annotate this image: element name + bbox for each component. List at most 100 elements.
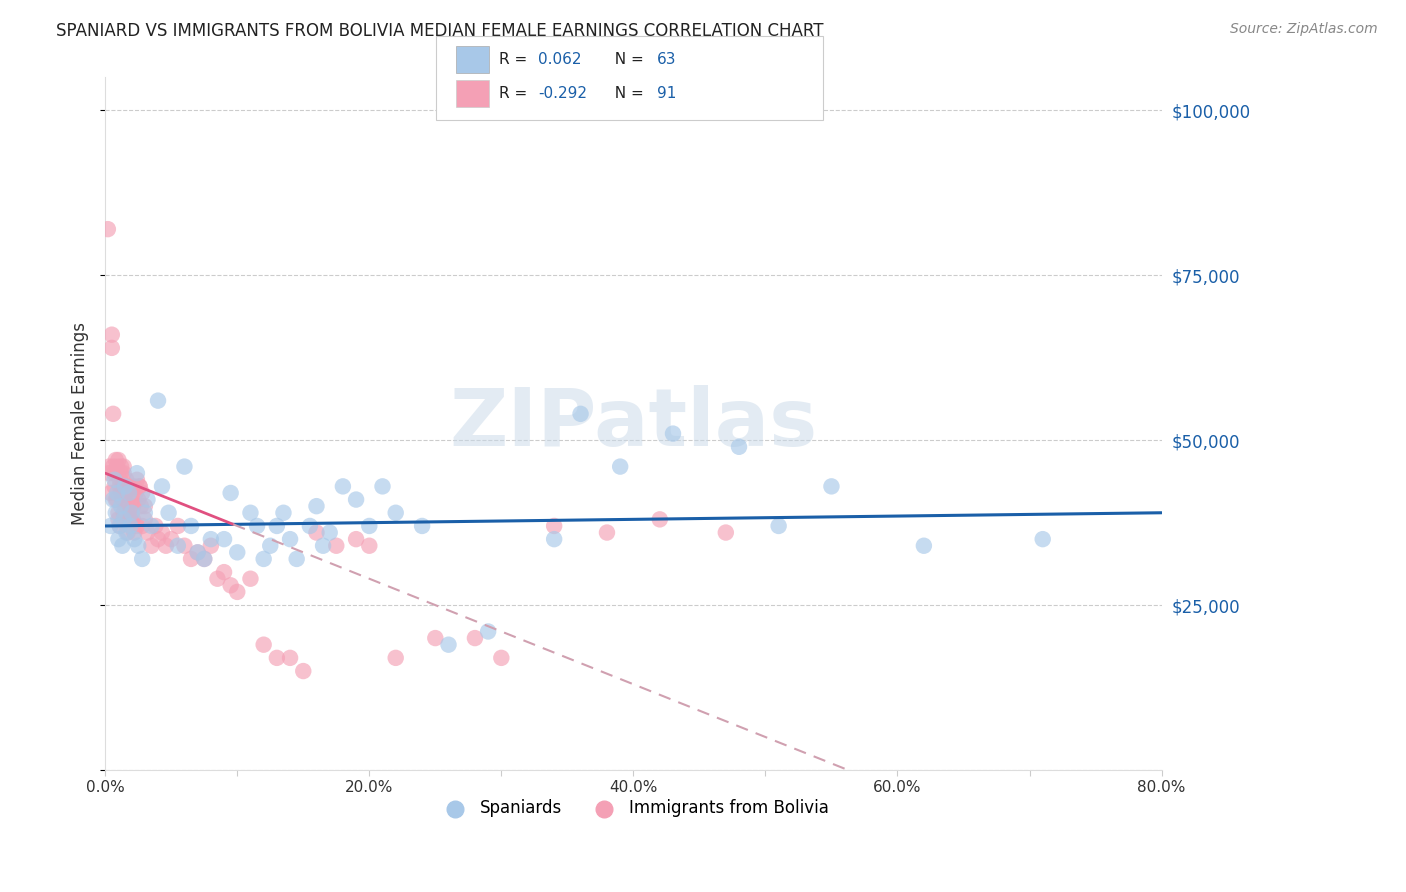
Point xyxy=(104,506,127,520)
Legend: Spaniards, Immigrants from Bolivia: Spaniards, Immigrants from Bolivia xyxy=(432,793,835,824)
Text: ZIPatlas: ZIPatlas xyxy=(450,384,817,463)
Point xyxy=(103,473,125,487)
Point xyxy=(128,479,150,493)
Point xyxy=(912,539,935,553)
Point xyxy=(110,486,132,500)
Point xyxy=(101,327,124,342)
Point xyxy=(820,479,842,493)
Point xyxy=(344,492,367,507)
Text: N =: N = xyxy=(605,53,648,67)
Point xyxy=(207,572,229,586)
Point xyxy=(104,453,127,467)
Y-axis label: Median Female Earnings: Median Female Earnings xyxy=(72,322,89,525)
Text: 91: 91 xyxy=(657,87,676,101)
Point xyxy=(112,459,135,474)
Point xyxy=(371,479,394,493)
Point xyxy=(543,532,565,546)
Point xyxy=(298,519,321,533)
Point xyxy=(273,506,295,520)
Point xyxy=(1032,532,1054,546)
Point xyxy=(105,486,128,500)
Point xyxy=(193,552,215,566)
Point xyxy=(128,479,150,493)
Point xyxy=(101,459,124,474)
Point xyxy=(110,459,132,474)
Point xyxy=(105,459,128,474)
Point xyxy=(437,638,460,652)
Point xyxy=(121,492,143,507)
Point xyxy=(187,545,209,559)
Point xyxy=(127,492,149,507)
Point xyxy=(543,519,565,533)
Point xyxy=(122,499,145,513)
Point xyxy=(107,512,129,526)
Point xyxy=(246,519,269,533)
Point xyxy=(104,492,127,507)
Point xyxy=(136,525,159,540)
Point xyxy=(129,499,152,513)
Point xyxy=(114,479,136,493)
Point xyxy=(173,539,195,553)
Point xyxy=(155,539,177,553)
Point xyxy=(105,492,128,507)
Point xyxy=(768,519,790,533)
Point xyxy=(131,552,153,566)
Point xyxy=(127,539,149,553)
Text: 63: 63 xyxy=(657,53,676,67)
Point xyxy=(384,506,406,520)
Point xyxy=(111,539,134,553)
Point xyxy=(180,519,202,533)
Point xyxy=(609,459,631,474)
Point xyxy=(112,466,135,480)
Point xyxy=(200,539,222,553)
Point xyxy=(212,565,235,579)
Point xyxy=(305,525,328,540)
Point xyxy=(108,519,131,533)
Point xyxy=(491,651,513,665)
Text: R =: R = xyxy=(499,53,533,67)
Point xyxy=(103,479,125,493)
Point xyxy=(305,499,328,513)
Point xyxy=(569,407,592,421)
Point xyxy=(117,499,139,513)
Point xyxy=(125,473,148,487)
Point xyxy=(100,519,122,533)
Point xyxy=(226,545,249,559)
Point xyxy=(425,631,447,645)
Point xyxy=(596,525,619,540)
Point xyxy=(325,539,347,553)
Point xyxy=(259,539,281,553)
Point xyxy=(98,466,121,480)
Point xyxy=(120,506,142,520)
Point xyxy=(150,479,173,493)
Point xyxy=(118,479,141,493)
Point xyxy=(114,479,136,493)
Point xyxy=(728,440,751,454)
Point xyxy=(157,506,180,520)
Point xyxy=(110,466,132,480)
Point xyxy=(122,532,145,546)
Point xyxy=(107,453,129,467)
Point xyxy=(253,552,276,566)
Point xyxy=(278,651,301,665)
Point xyxy=(312,539,335,553)
Point xyxy=(477,624,499,639)
Point xyxy=(122,512,145,526)
Point xyxy=(344,532,367,546)
Point xyxy=(122,525,145,540)
Point xyxy=(150,525,173,540)
Point xyxy=(115,525,138,540)
Point xyxy=(166,519,188,533)
Point xyxy=(278,532,301,546)
Point xyxy=(292,664,315,678)
Point xyxy=(648,512,671,526)
Point xyxy=(114,486,136,500)
Point xyxy=(332,479,354,493)
Point xyxy=(111,479,134,493)
Point xyxy=(107,532,129,546)
Point xyxy=(103,466,125,480)
Text: R =: R = xyxy=(499,87,533,101)
Point xyxy=(120,519,142,533)
Point xyxy=(200,532,222,546)
Point xyxy=(108,519,131,533)
